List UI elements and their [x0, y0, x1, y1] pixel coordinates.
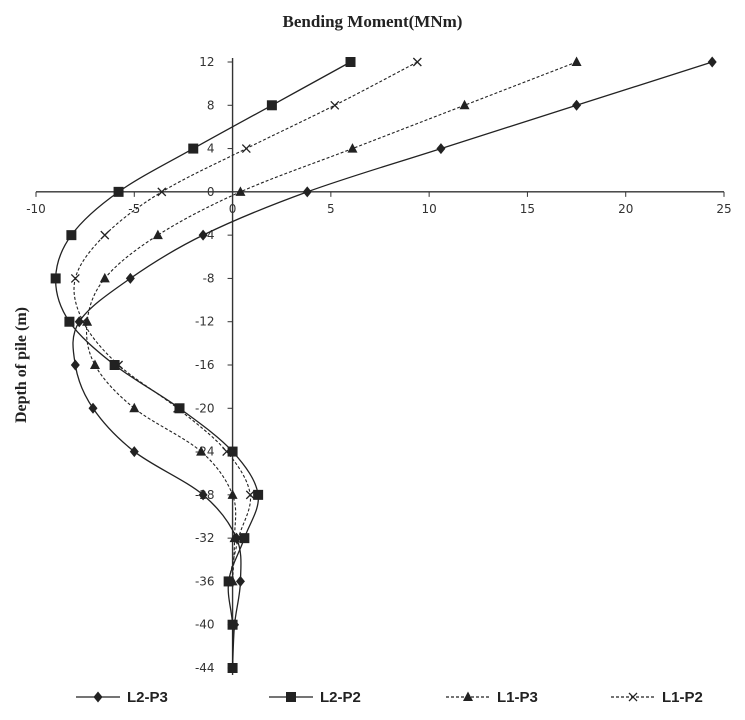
- data-point-l2-p2: [227, 619, 238, 630]
- data-point-l1-p3: [196, 446, 207, 456]
- x-tick-label: -5: [128, 202, 140, 216]
- y-tick-label: -24: [195, 445, 215, 459]
- data-point-l2-p2: [239, 533, 250, 544]
- data-point-l1-p2: [173, 403, 182, 413]
- x-tick-label: -10: [26, 202, 46, 216]
- x-tick-label: 10: [422, 202, 437, 216]
- data-point-l2-p2: [109, 360, 120, 370]
- data-point-l1-p2: [70, 273, 80, 283]
- data-point-l2-p2: [66, 230, 77, 241]
- data-point-l1-p2: [412, 57, 422, 67]
- data-point-l1-p3: [89, 359, 100, 369]
- data-point-l1-p2: [157, 187, 167, 197]
- data-point-l2-p2: [253, 489, 264, 500]
- data-point-l2-p3: [198, 229, 208, 241]
- y-tick-label: -8: [203, 271, 215, 285]
- data-point-l1-p3: [99, 272, 110, 283]
- legend-swatch: [269, 692, 313, 702]
- data-point-l2-p3: [129, 446, 139, 458]
- legend-swatch: [446, 691, 490, 701]
- data-point-l2-p3: [302, 186, 312, 198]
- data-point-l2-p2: [227, 446, 238, 457]
- data-point-l2-p3: [70, 359, 80, 371]
- legend-swatch: [76, 691, 120, 703]
- data-point-l2-p2: [266, 100, 277, 111]
- data-point-l1-p3: [459, 99, 470, 110]
- chart-title: Bending Moment(MNm): [282, 12, 463, 31]
- y-tick-label: -16: [195, 358, 215, 372]
- legend-label: L2-P3: [127, 688, 168, 706]
- legend-marker: [286, 692, 296, 702]
- data-point-l1-p3: [347, 143, 358, 153]
- data-point-l1-p3: [227, 489, 238, 499]
- y-tick-label: 4: [207, 142, 215, 156]
- legend-label: L1-P2: [662, 688, 703, 706]
- y-tick-label: -12: [195, 315, 215, 329]
- y-tick-label: 8: [207, 98, 215, 112]
- data-point-l2-p3: [235, 575, 245, 587]
- x-tick-label: 15: [520, 202, 535, 216]
- data-point-l1-p3: [129, 402, 140, 413]
- x-tick-label: 25: [716, 202, 731, 216]
- x-tick-label: 5: [327, 202, 335, 216]
- data-point-l2-p2: [345, 57, 356, 67]
- data-point-l1-p3: [152, 229, 163, 240]
- legend: L2-P3 L2-P2 L1-P3 L1-P2: [0, 683, 745, 711]
- data-point-l2-p2: [188, 143, 199, 154]
- series-l2-p3: [70, 56, 717, 674]
- legend-swatch: [611, 692, 655, 702]
- legend-marker: [628, 692, 638, 702]
- data-point-l2-p2: [50, 273, 61, 284]
- series-line-l2-p3: [72, 61, 713, 669]
- data-point-l2-p3: [74, 316, 84, 328]
- data-point-l2-p2: [64, 316, 75, 327]
- data-point-l2-p3: [707, 56, 717, 68]
- series-l1-p3: [82, 56, 582, 586]
- legend-label: L2-P2: [320, 688, 361, 706]
- data-point-l1-p2: [114, 360, 124, 370]
- legend-label: L1-P3: [497, 688, 538, 706]
- data-point-l1-p2: [78, 317, 88, 327]
- data-point-l2-p2: [113, 186, 124, 197]
- data-point-l1-p2: [330, 100, 340, 110]
- data-point-l1-p2: [222, 447, 232, 457]
- y-tick-label: -36: [195, 574, 215, 588]
- data-point-l2-p3: [198, 489, 208, 501]
- legend-item-l1-p2: L1-P2: [610, 683, 703, 711]
- x-tick-label: 20: [618, 202, 633, 216]
- data-point-l1-p3: [235, 186, 246, 196]
- legend-marker: [93, 691, 103, 703]
- data-point-l2-p3: [572, 99, 582, 111]
- legend-item-l2-p2: L2-P2: [268, 683, 361, 711]
- y-tick-label: -32: [195, 531, 215, 545]
- data-point-l1-p2: [224, 576, 234, 586]
- data-point-l2-p3: [88, 402, 98, 414]
- data-point-l2-p3: [436, 143, 446, 155]
- legend-item-l2-p3: L2-P3: [75, 683, 168, 711]
- data-point-l2-p2: [174, 403, 185, 414]
- data-point-l1-p2: [234, 533, 243, 543]
- legend-item-l1-p3: L1-P3: [445, 683, 538, 711]
- x-tick-label: 0: [229, 202, 237, 216]
- data-point-l1-p2: [100, 230, 110, 240]
- y-tick-label: 0: [207, 185, 215, 199]
- series-line-l1-p3: [85, 61, 577, 582]
- y-tick-label: -40: [195, 618, 215, 632]
- data-point-l1-p2: [245, 490, 255, 500]
- y-tick-label: 12: [199, 55, 214, 69]
- data-point-l2-p2: [227, 663, 238, 673]
- data-point-l1-p2: [241, 144, 251, 154]
- series-line-l1-p2: [73, 61, 418, 582]
- y-tick-label: -44: [195, 661, 215, 675]
- data-point-l1-p3: [571, 56, 582, 66]
- series-l1-p2: [70, 57, 422, 586]
- y-tick-label: -20: [195, 401, 215, 415]
- y-tick-label: -4: [203, 228, 215, 242]
- legend-marker: [463, 691, 473, 701]
- data-point-l2-p3: [125, 272, 135, 284]
